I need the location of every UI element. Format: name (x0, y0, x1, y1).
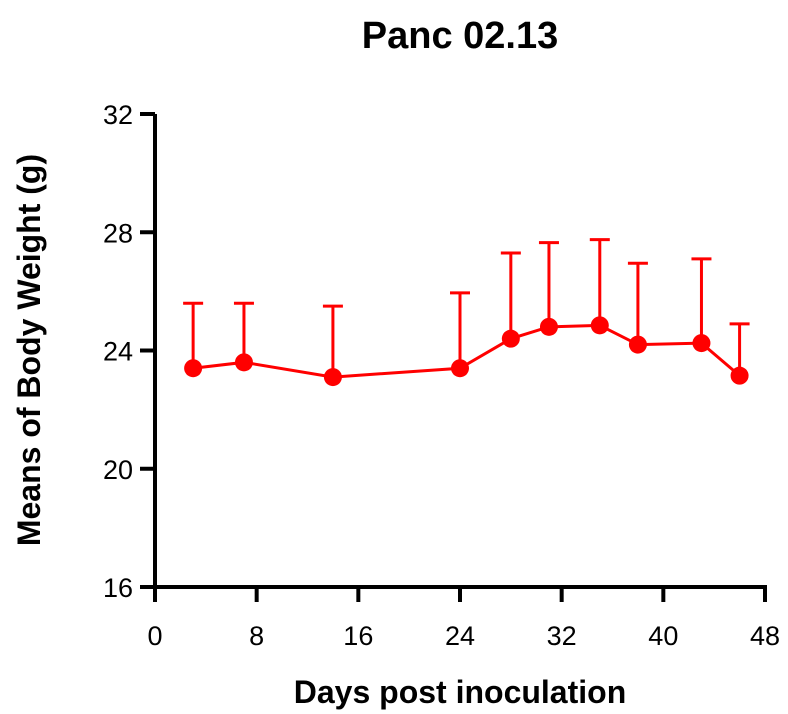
x-tick-label: 40 (648, 621, 678, 651)
y-tick-label: 32 (103, 100, 133, 130)
y-ticks: 16 20 24 28 32 (103, 100, 155, 603)
data-point (628, 335, 647, 354)
data-point (323, 368, 342, 387)
y-tick-label: 16 (103, 573, 133, 603)
y-axis: 16 20 24 28 32 (103, 100, 157, 603)
series-line (192, 323, 741, 379)
data-point (692, 334, 711, 353)
data-point (184, 359, 203, 378)
data-point (234, 353, 253, 372)
data-point (501, 329, 520, 348)
x-tick-label: 24 (445, 621, 475, 651)
data-point (590, 316, 609, 335)
chart-title: Panc 02.13 (362, 15, 558, 57)
plot-area (183, 238, 750, 387)
y-tick-label: 28 (103, 218, 133, 248)
y-axis-label: Means of Body Weight (g) (11, 154, 47, 546)
x-tick-label: 8 (249, 621, 264, 651)
data-point (730, 366, 749, 385)
data-point (451, 359, 469, 378)
x-tick-label: 16 (343, 621, 373, 651)
y-tick-label: 24 (103, 337, 133, 367)
x-tick-label: 48 (750, 621, 780, 651)
x-axis: 0 8 16 24 32 40 48 (147, 585, 780, 651)
x-ticks: 0 8 16 24 32 40 48 (147, 587, 780, 651)
data-point (539, 317, 558, 336)
x-tick-label: 32 (547, 621, 577, 651)
x-axis-label: Days post inoculation (294, 674, 626, 710)
y-tick-label: 20 (103, 455, 133, 485)
x-tick-label: 0 (147, 621, 162, 651)
